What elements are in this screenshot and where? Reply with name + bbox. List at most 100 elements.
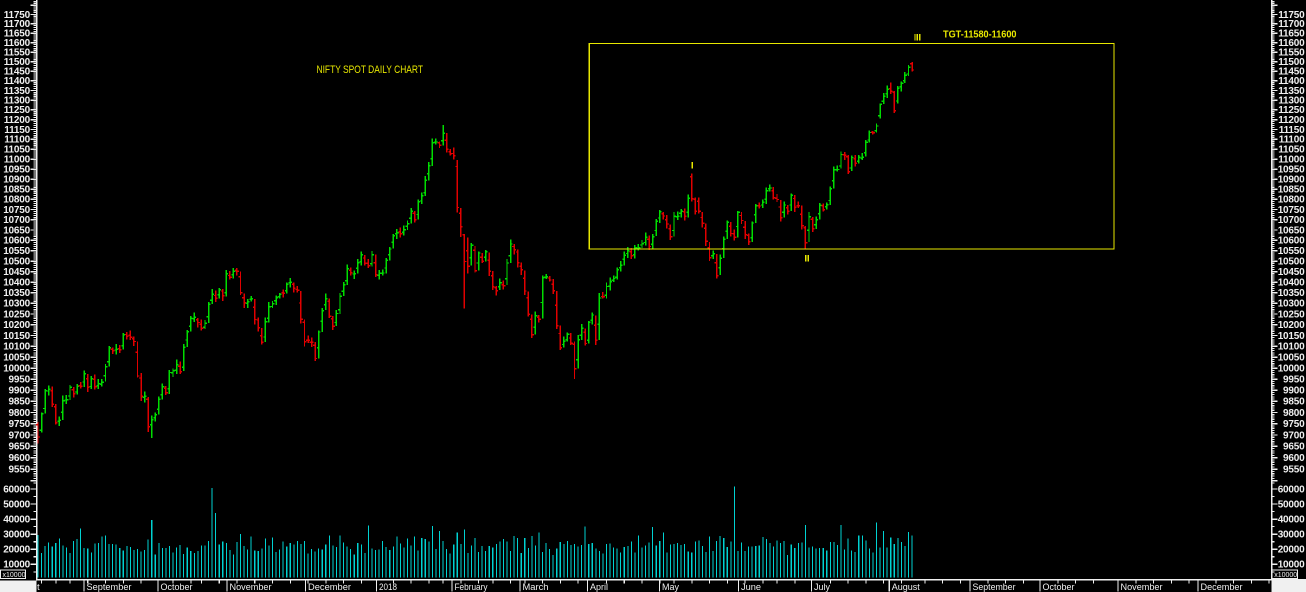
svg-text:11750: 11750 <box>4 10 31 21</box>
svg-text:10900: 10900 <box>3 175 30 186</box>
svg-text:9550: 9550 <box>9 465 31 476</box>
svg-text:10250: 10250 <box>1278 309 1305 320</box>
svg-text:October: October <box>161 582 194 592</box>
svg-text:9700: 9700 <box>1283 430 1305 441</box>
svg-text:April: April <box>590 582 608 592</box>
svg-text:10250: 10250 <box>3 309 30 320</box>
svg-text:10400: 10400 <box>1278 278 1305 289</box>
svg-text:40000: 40000 <box>3 515 30 526</box>
svg-text:10000: 10000 <box>1278 560 1305 571</box>
svg-text:10850: 10850 <box>3 185 30 196</box>
svg-text:60000: 60000 <box>1278 484 1305 495</box>
svg-text:November: November <box>1121 582 1164 592</box>
svg-text:September: September <box>973 582 1017 592</box>
svg-text:10800: 10800 <box>3 195 30 206</box>
svg-text:10650: 10650 <box>1278 225 1305 236</box>
svg-text:9800: 9800 <box>1283 408 1305 419</box>
svg-text:11550: 11550 <box>1278 48 1305 59</box>
svg-text:11450: 11450 <box>1278 67 1305 78</box>
svg-text:9800: 9800 <box>9 408 31 419</box>
svg-text:11250: 11250 <box>4 105 31 116</box>
svg-text:10400: 10400 <box>3 278 30 289</box>
svg-text:11500: 11500 <box>1278 57 1305 68</box>
svg-text:10550: 10550 <box>3 246 30 257</box>
svg-text:10900: 10900 <box>1278 175 1305 186</box>
svg-text:9650: 9650 <box>9 442 31 453</box>
svg-text:10000: 10000 <box>3 364 30 375</box>
svg-text:11250: 11250 <box>1278 105 1305 116</box>
svg-text:10350: 10350 <box>1278 288 1305 299</box>
svg-text:10750: 10750 <box>1278 205 1305 216</box>
svg-text:9950: 9950 <box>1283 375 1305 386</box>
svg-text:60000: 60000 <box>3 484 30 495</box>
svg-text:9600: 9600 <box>9 453 31 464</box>
svg-text:December: December <box>308 582 352 592</box>
svg-text:9750: 9750 <box>9 419 31 430</box>
svg-text:December: December <box>1201 582 1244 592</box>
svg-text:9900: 9900 <box>1283 386 1305 397</box>
svg-text:11300: 11300 <box>1278 96 1305 107</box>
svg-text:10200: 10200 <box>1278 320 1305 331</box>
svg-text:11550: 11550 <box>4 48 31 59</box>
svg-text:February: February <box>455 582 488 592</box>
svg-text:11400: 11400 <box>1278 76 1305 87</box>
svg-text:10350: 10350 <box>3 288 30 299</box>
svg-text:10100: 10100 <box>3 342 30 353</box>
svg-text:20000: 20000 <box>1278 545 1305 556</box>
svg-text:20000: 20000 <box>3 545 30 556</box>
svg-text:11300: 11300 <box>4 96 31 107</box>
svg-text:August: August <box>892 582 920 592</box>
svg-text:9650: 9650 <box>1283 442 1305 453</box>
svg-text:10500: 10500 <box>1278 257 1305 268</box>
svg-text:10000: 10000 <box>3 560 30 571</box>
svg-text:September: September <box>87 582 133 592</box>
svg-text:10700: 10700 <box>1278 215 1305 226</box>
svg-text:11350: 11350 <box>1278 86 1305 97</box>
svg-text:11700: 11700 <box>4 19 31 30</box>
svg-text:11150: 11150 <box>4 125 30 136</box>
svg-text:10850: 10850 <box>1278 185 1305 196</box>
svg-text:9900: 9900 <box>9 386 31 397</box>
svg-text:11400: 11400 <box>4 76 31 87</box>
svg-text:May: May <box>662 582 679 592</box>
svg-text:x10000: x10000 <box>1274 570 1297 579</box>
svg-text:10100: 10100 <box>1278 342 1305 353</box>
svg-text:March: March <box>523 582 549 592</box>
svg-text:10200: 10200 <box>3 320 30 331</box>
svg-text:11700: 11700 <box>1278 19 1305 30</box>
svg-text:11050: 11050 <box>4 145 31 156</box>
svg-text:9700: 9700 <box>9 430 31 441</box>
svg-text:10150: 10150 <box>3 331 30 342</box>
svg-text:11100: 11100 <box>1279 135 1305 146</box>
svg-text:11600: 11600 <box>4 38 31 49</box>
svg-text:11150: 11150 <box>1279 125 1305 136</box>
svg-text:11500: 11500 <box>4 57 31 68</box>
svg-text:11650: 11650 <box>1278 29 1305 40</box>
svg-text:11050: 11050 <box>1278 145 1305 156</box>
svg-text:NIFTY SPOT DAILY CHART: NIFTY SPOT DAILY CHART <box>317 64 424 76</box>
svg-text:July: July <box>814 582 830 592</box>
svg-text:9850: 9850 <box>9 397 31 408</box>
svg-text:30000: 30000 <box>3 530 30 541</box>
svg-text:10450: 10450 <box>3 267 30 278</box>
svg-text:2018: 2018 <box>379 582 397 592</box>
svg-text:10950: 10950 <box>1278 165 1305 176</box>
svg-text:11350: 11350 <box>4 86 31 97</box>
svg-text:9550: 9550 <box>1283 465 1305 476</box>
svg-text:10300: 10300 <box>1278 299 1305 310</box>
svg-text:50000: 50000 <box>1278 499 1305 510</box>
svg-text:9600: 9600 <box>1283 453 1305 464</box>
svg-text:10600: 10600 <box>3 236 30 247</box>
svg-text:10800: 10800 <box>1278 195 1305 206</box>
svg-text:TGT-11580-11600: TGT-11580-11600 <box>943 29 1017 41</box>
svg-text:9750: 9750 <box>1283 419 1305 430</box>
svg-text:November: November <box>230 582 273 592</box>
svg-text:50000: 50000 <box>3 499 30 510</box>
svg-text:11600: 11600 <box>1278 38 1305 49</box>
svg-text:11100: 11100 <box>4 135 30 146</box>
svg-text:10700: 10700 <box>3 215 30 226</box>
svg-text:x10000: x10000 <box>3 570 26 579</box>
svg-text:10300: 10300 <box>3 299 30 310</box>
svg-text:11650: 11650 <box>4 29 31 40</box>
svg-text:40000: 40000 <box>1278 515 1305 526</box>
